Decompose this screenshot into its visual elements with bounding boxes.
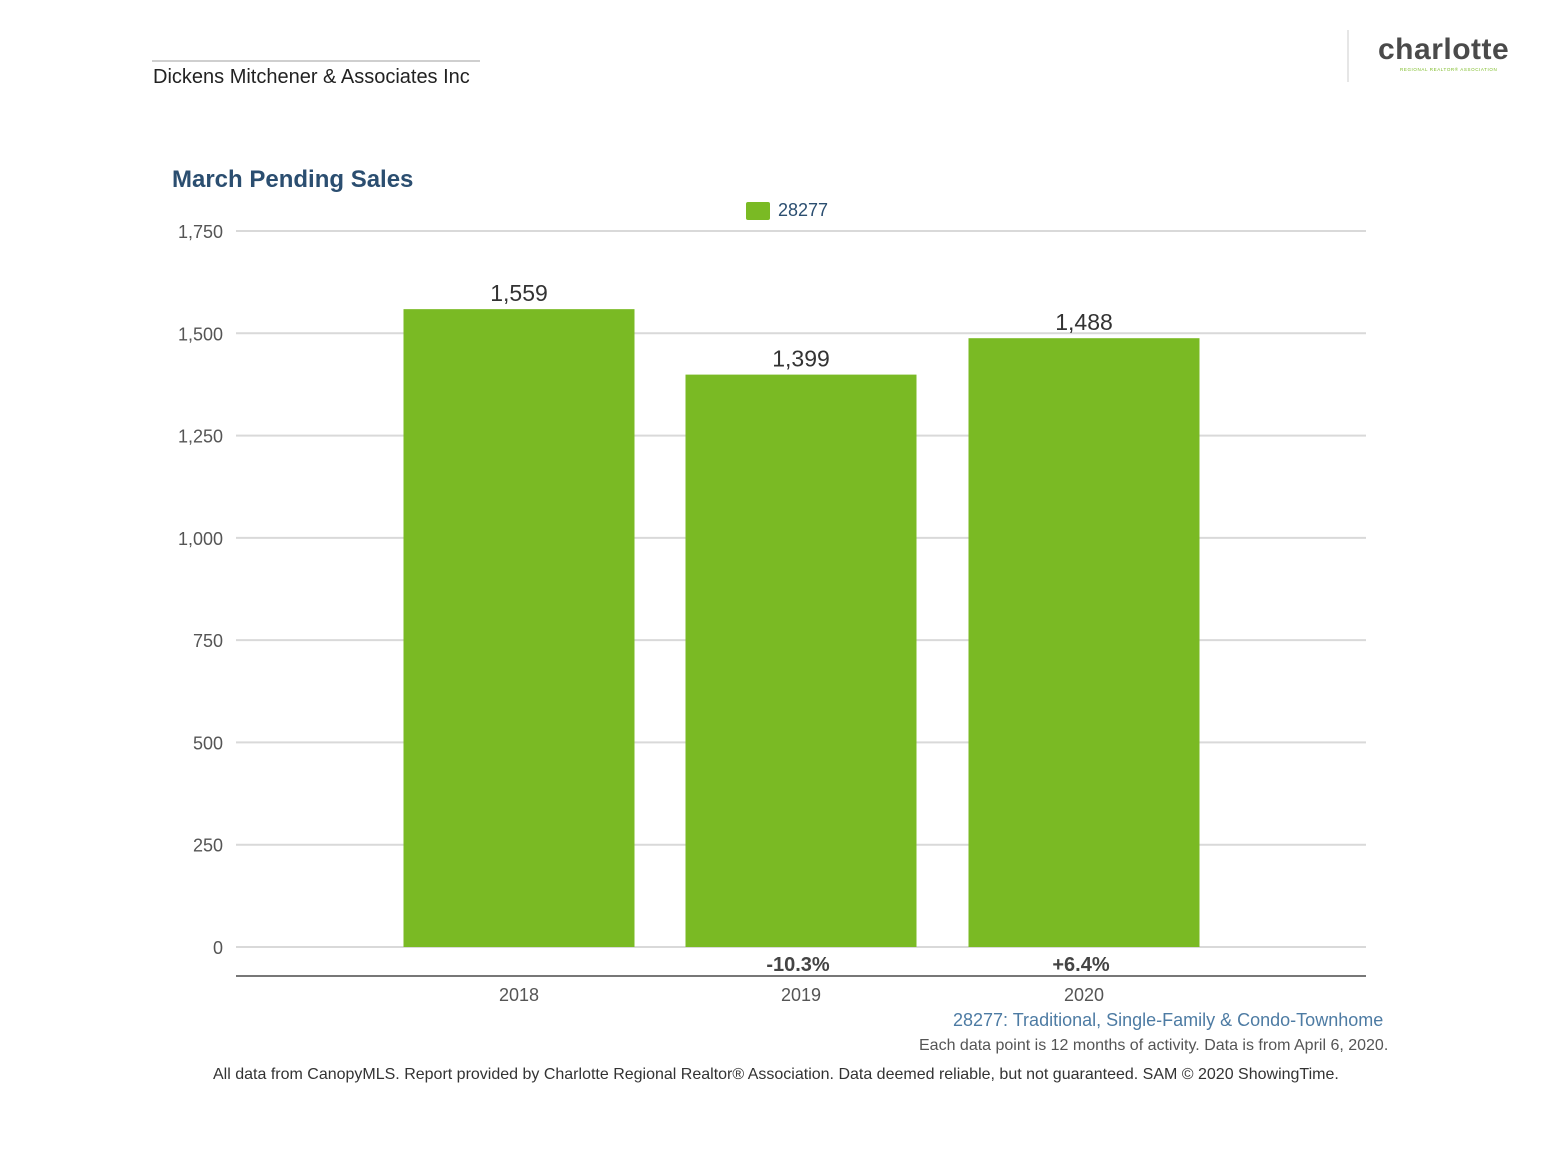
change-label: +6.4% [1052,954,1109,976]
x-tick-label: 2020 [1064,985,1104,1005]
legend-label: 28277 [778,200,829,220]
y-tick-label: 500 [193,733,223,753]
data-note: Each data point is 12 months of activity… [919,1037,1389,1054]
x-tick-label: 2018 [499,985,539,1005]
charlotte-logo: charlotte REGIONAL REALTOR® ASSOCIATION [1378,33,1518,73]
y-tick-label: 250 [193,836,223,856]
series-description: 28277: Traditional, Single-Family & Cond… [953,1010,1384,1030]
company-name: Dickens Mitchener & Associates Inc [153,66,470,88]
y-tick-label: 1,500 [178,324,223,344]
footer-disclaimer: All data from CanopyMLS. Report provided… [213,1066,1339,1083]
y-tick-label: 1,250 [178,427,223,447]
y-tick-label: 0 [213,938,223,958]
logo-wordmark: charlotte [1378,33,1510,66]
chart-title: March Pending Sales [172,166,414,193]
data-label: 1,488 [1055,309,1113,335]
y-tick-label: 1,750 [178,222,223,242]
data-label: 1,559 [490,280,548,306]
bar [968,338,1200,947]
data-label: 1,399 [772,346,830,372]
y-tick-label: 750 [193,631,223,651]
header-rule [152,60,480,62]
bar [685,374,917,947]
chart-legend: 28277 [746,200,828,221]
logo-subtext: REGIONAL REALTOR® ASSOCIATION [1400,67,1498,72]
bar [403,309,635,948]
change-label: -10.3% [766,954,830,976]
legend-swatch [746,201,770,220]
y-tick-label: 1,000 [178,529,223,549]
logo-divider [1347,30,1349,82]
x-tick-label: 2019 [781,985,821,1005]
